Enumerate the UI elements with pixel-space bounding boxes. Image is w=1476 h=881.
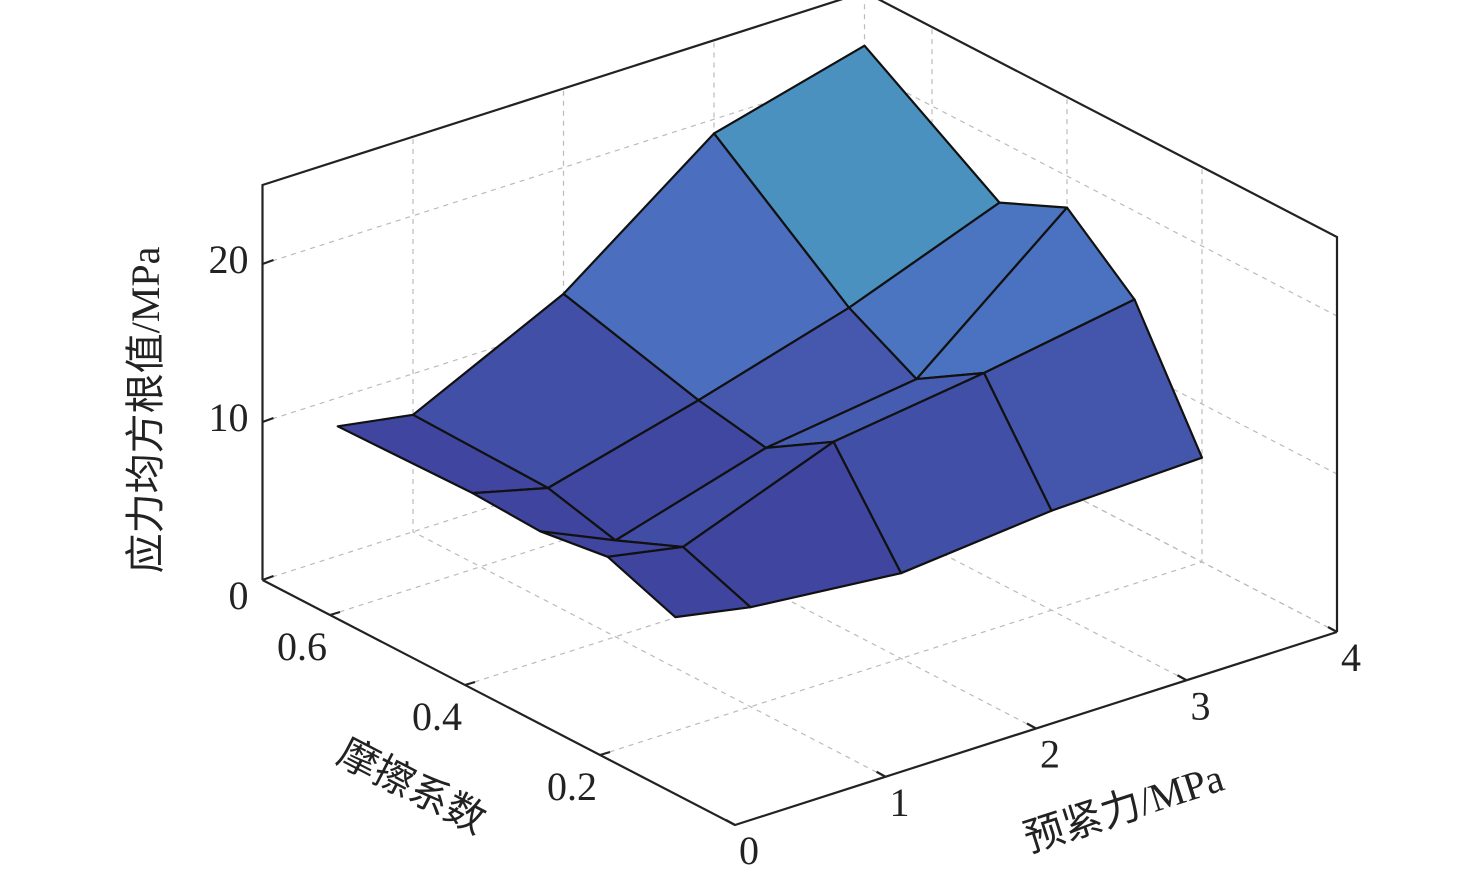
x-tick [1176,674,1188,682]
x-tick [875,770,887,778]
y-axis-label: 摩擦系数 [331,729,494,843]
z-tick-label: 10 [209,395,249,440]
z-tick [262,258,274,266]
z-axis-label: 应力均方根值/MPa [123,246,168,573]
y-tick [599,750,611,757]
y-tick-label: 0.4 [412,694,462,739]
z-tick-label: 20 [209,237,249,282]
y-tick [464,680,476,687]
z-tick [262,574,274,582]
surface-face [606,545,752,619]
x-tick-label: 3 [1191,683,1211,728]
x-tick [725,819,736,826]
y-tick [329,610,341,617]
x-tick-label: 4 [1341,635,1361,680]
x-tick [1026,722,1037,730]
y-tick-label: 0.6 [277,624,327,669]
axis-frame [261,0,1339,632]
x-tick [1327,626,1338,633]
x-tick-label: 0 [739,828,759,873]
x-tick-label: 2 [1040,732,1060,777]
x-tick-label: 1 [890,780,910,825]
grid-line [412,136,886,778]
z-tick [262,416,274,424]
z-tick-label: 0 [229,573,249,618]
y-tick-label: 0.2 [547,764,597,809]
